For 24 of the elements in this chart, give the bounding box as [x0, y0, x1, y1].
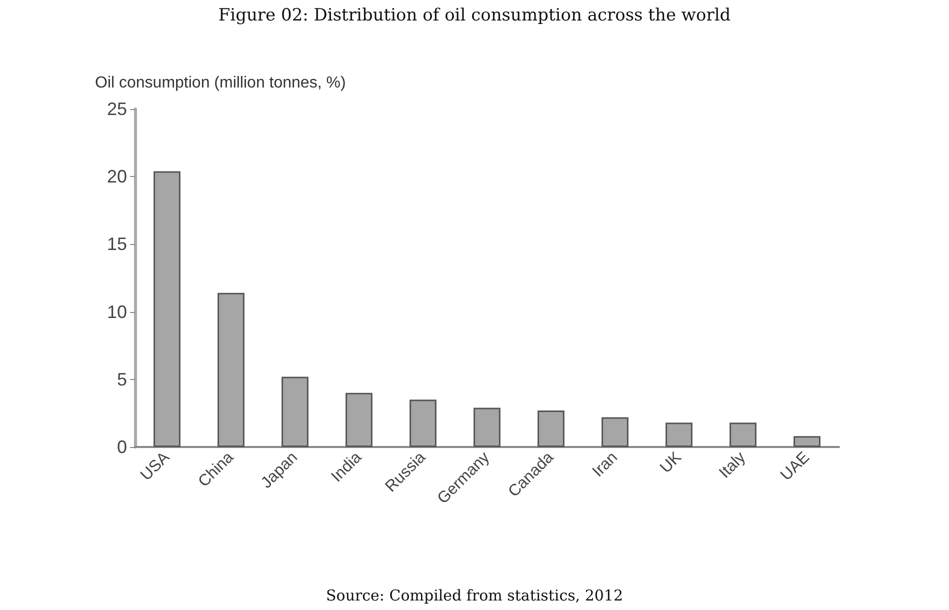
bar	[474, 408, 500, 447]
y-tick-label: 25	[106, 99, 127, 119]
bar	[218, 292, 244, 447]
bar	[410, 400, 436, 447]
bar	[538, 410, 564, 447]
y-tick-label: 15	[106, 234, 127, 254]
y-tick-label: 0	[116, 437, 127, 457]
y-axis-title: Oil consumption (million tonnes, %)	[95, 74, 346, 92]
bar	[282, 376, 308, 447]
x-tick-label: Iran	[590, 448, 622, 480]
bar	[794, 436, 820, 447]
x-tick-label: UK	[657, 448, 686, 477]
x-tick-label: Italy	[716, 448, 750, 482]
bar	[666, 422, 692, 447]
source-note: Source: Compiled from statistics, 2012	[326, 586, 623, 604]
y-tick-label: 20	[106, 166, 127, 187]
bar	[346, 392, 372, 447]
x-tick-label: USA	[138, 448, 174, 484]
bar	[730, 422, 756, 447]
y-tick-label: 10	[106, 302, 127, 322]
chart-title: Figure 02: Distribution of oil consumption across the world	[218, 6, 731, 26]
y-tick-label: 5	[116, 369, 127, 390]
bar	[154, 171, 180, 447]
bar	[602, 417, 628, 447]
